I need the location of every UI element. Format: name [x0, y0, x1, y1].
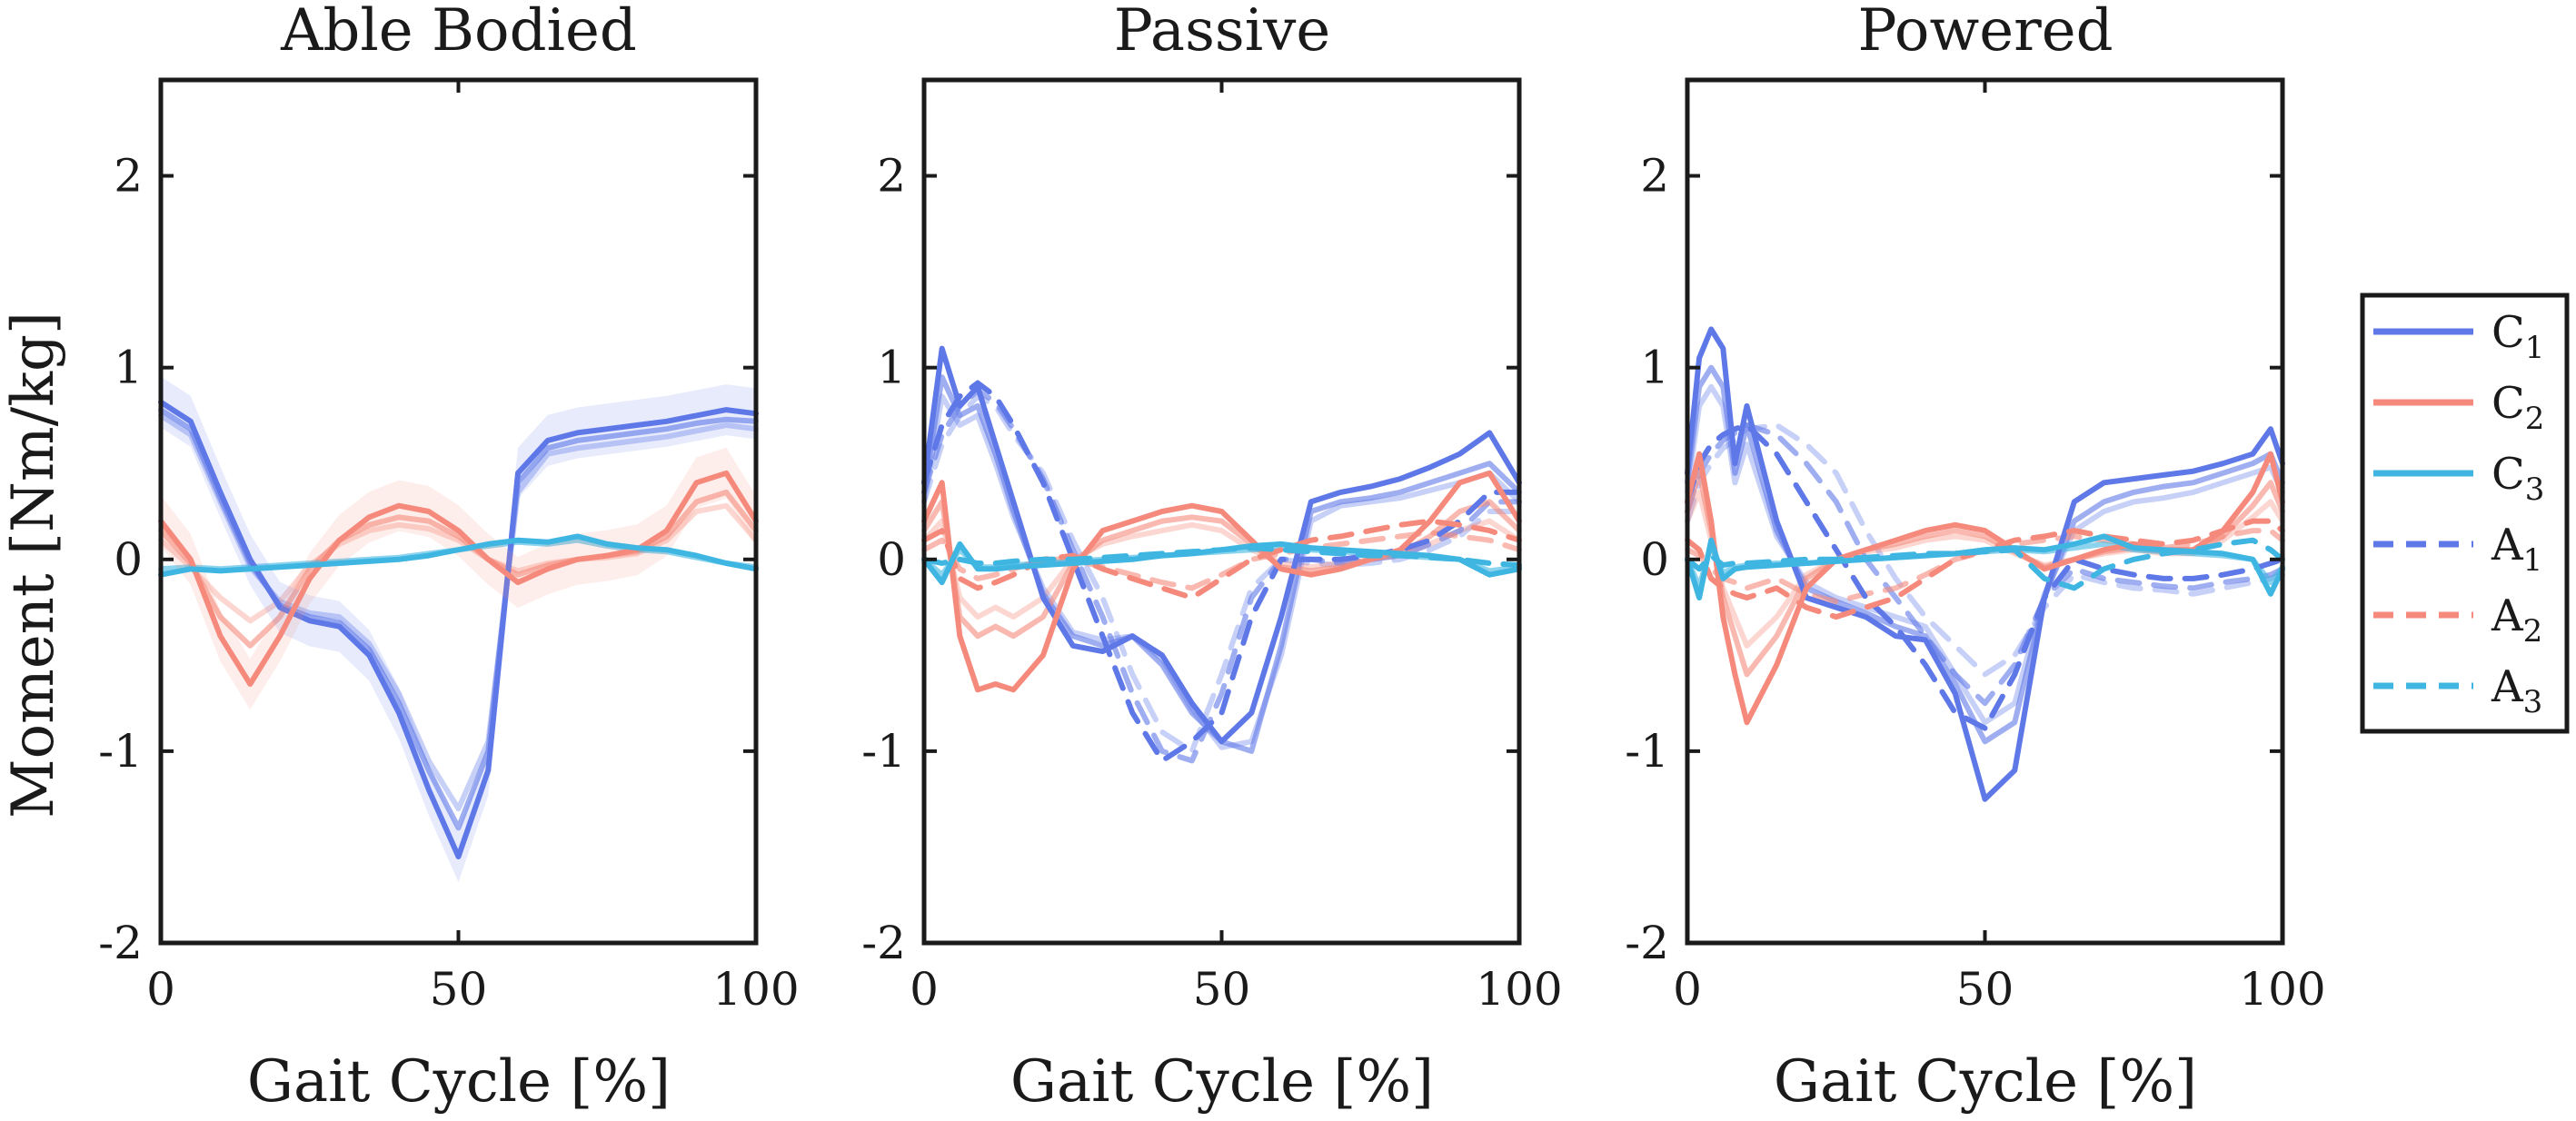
- series-line-a3: [921, 545, 1522, 569]
- legend-label-c1: C1: [2491, 307, 2544, 366]
- panel-passive: Passive -2 -1 0 1 2 0 50 100 Gait Cycle [%]: [861, 0, 1562, 1116]
- x-axis-label: Gait Cycle [%]: [247, 1048, 671, 1116]
- series-line-c2: [1685, 470, 2285, 678]
- legend-label-c3: C3: [2491, 449, 2544, 508]
- series-line-c3: [1685, 533, 2285, 600]
- x-tick-label: 50: [430, 963, 488, 1016]
- series-band-c2: [161, 447, 756, 709]
- y-tick-label: 1: [877, 342, 906, 394]
- y-tick-label: 2: [877, 150, 906, 203]
- series-line-c2: [158, 502, 759, 624]
- series-line-c2: [158, 489, 759, 649]
- axis-ticks: -2 -1 0 1 2 0 50 100: [98, 80, 800, 1016]
- y-tick-label: 1: [114, 342, 143, 394]
- plot-lines: [158, 376, 759, 883]
- panel-powered: Powered -2 -1 0 1 2 0 50 100 Gait Cycle [%]: [1625, 0, 2325, 1116]
- panel-able-bodied: Able Bodied -2 -1 0 1 2 0 50 100 Gait Cycle [%]: [98, 0, 799, 1116]
- y-tick-label: -1: [861, 725, 906, 778]
- series-line-a2: [1685, 518, 2285, 620]
- x-tick-label: 0: [146, 963, 175, 1016]
- plot-frame: [1685, 77, 2285, 946]
- plot-lines: [1685, 326, 2285, 802]
- plot-frame: [921, 77, 1522, 946]
- series-line-a2: [921, 518, 1522, 600]
- series-line-c2: [921, 470, 1522, 693]
- y-tick-label: 2: [1640, 150, 1669, 203]
- y-tick-label: -2: [1625, 917, 1669, 969]
- x-axis-label: Gait Cycle [%]: [1774, 1048, 2197, 1116]
- y-tick-label: 0: [877, 533, 906, 586]
- series-line-c2: [158, 470, 759, 687]
- x-tick-label: 100: [1476, 963, 1562, 1016]
- y-tick-label: 0: [114, 533, 143, 586]
- series-line-a3: [1685, 537, 2285, 591]
- series-line-c1: [921, 374, 1522, 754]
- series-line-a2: [921, 530, 1522, 591]
- panel-title: Able Bodied: [280, 0, 637, 64]
- y-axis-label: Moment [Nm/kg]: [0, 312, 67, 818]
- series-line-c1: [1685, 364, 2285, 745]
- series-band-c1: [161, 376, 756, 883]
- panel-title: Passive: [1114, 0, 1331, 64]
- series-line-a1: [921, 380, 1522, 764]
- panel-title: Powered: [1857, 0, 2113, 64]
- y-tick-label: 2: [114, 150, 143, 203]
- x-tick-label: 100: [2239, 963, 2325, 1016]
- series-line-c1: [158, 412, 759, 812]
- y-tick-label: -2: [861, 917, 906, 969]
- y-tick-label: -1: [98, 725, 143, 778]
- series-line-c1: [1685, 326, 2285, 802]
- series-line-a1: [1685, 422, 2285, 731]
- series-line-c3: [158, 533, 759, 578]
- x-tick-label: 50: [1956, 963, 2014, 1016]
- y-tick-label: 1: [1640, 342, 1669, 394]
- y-tick-label: -2: [98, 917, 143, 969]
- series-line-c1: [921, 345, 1522, 745]
- legend-box: [2360, 293, 2570, 734]
- x-tick-label: 0: [910, 963, 939, 1016]
- series-line-c1: [158, 399, 759, 859]
- axis-ticks: -2 -1 0 1 2 0 50 100: [861, 80, 1563, 1016]
- y-tick-label: -1: [1625, 725, 1669, 778]
- axis-ticks: -2 -1 0 1 2 0 50 100: [1625, 80, 2326, 1016]
- y-tick-label: 0: [1640, 533, 1669, 586]
- plot-frame: [158, 77, 759, 946]
- series-line-a1: [1685, 422, 2285, 707]
- plot-lines: [921, 345, 1522, 764]
- x-tick-label: 100: [712, 963, 799, 1016]
- series-line-a2: [1685, 528, 2285, 605]
- x-axis-label: Gait Cycle [%]: [1010, 1048, 1434, 1116]
- x-tick-label: 0: [1673, 963, 1702, 1016]
- x-tick-label: 50: [1193, 963, 1251, 1016]
